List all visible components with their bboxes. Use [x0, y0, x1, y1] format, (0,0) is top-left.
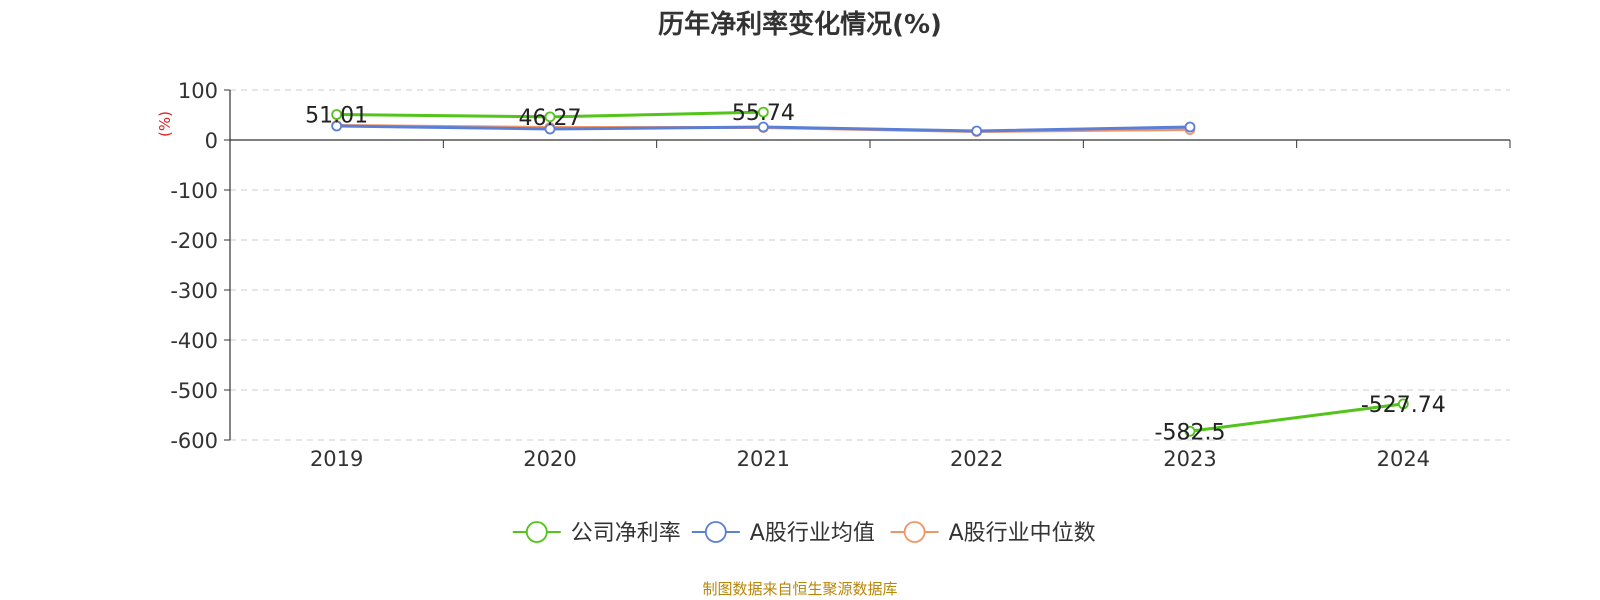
y-tick-label: 100	[178, 79, 218, 103]
series-line	[1189, 402, 1404, 433]
data-point	[331, 120, 343, 132]
y-tick-label: 0	[205, 129, 218, 153]
x-tick-label: 2022	[950, 447, 1003, 471]
data-point	[757, 121, 769, 133]
legend-label: A股行业中位数	[949, 521, 1096, 546]
data-point	[1397, 398, 1409, 410]
data-label: 46.27	[519, 106, 582, 131]
data-point	[1184, 425, 1196, 437]
data-point	[757, 106, 769, 118]
x-tick-label: 2020	[523, 447, 576, 471]
y-axis-label: (%)	[156, 111, 174, 137]
data-point	[1184, 121, 1196, 133]
legend-label: 公司净利率	[571, 521, 681, 546]
legend-circle-icon	[903, 521, 926, 543]
y-tick-label: -100	[170, 179, 218, 203]
series-lines	[331, 106, 1409, 437]
y-tick-label: -400	[170, 329, 218, 353]
data-point	[971, 125, 983, 137]
data-point	[544, 123, 556, 135]
axes: 100 0 -100 -200 -300 -400 -500 -600 2019 2020 2021…	[170, 79, 1511, 471]
x-tick-label: 2021	[737, 447, 790, 471]
y-tick-label: -300	[170, 279, 218, 303]
data-label: 55.74	[732, 101, 795, 126]
grid-lines	[230, 89, 1510, 441]
y-tick-label: -600	[170, 429, 218, 453]
legend-item[interactable]: A股行业中位数	[890, 521, 1096, 546]
x-tick-label: 2024	[1377, 447, 1430, 471]
legend-circle-icon	[704, 521, 727, 543]
data-labels: 51.01 46.27 55.74 -582.5 -527.74	[305, 101, 1446, 445]
legend-label: A股行业均值	[750, 521, 875, 546]
y-tick-label: -200	[170, 229, 218, 253]
legend-item[interactable]: 公司净利率	[512, 521, 681, 546]
data-label: 51.01	[305, 103, 368, 128]
x-tick-label: 2023	[1163, 447, 1216, 471]
x-tick-label: 2019	[310, 447, 363, 471]
data-point	[331, 109, 343, 120]
legend-circle-icon	[525, 521, 548, 543]
chart-title: 历年净利率变化情况(%)	[658, 10, 942, 40]
source-note: 制图数据来自恒生聚源数据库	[702, 580, 898, 598]
data-label: -582.5	[1155, 420, 1226, 445]
data-label: -527.74	[1361, 393, 1446, 418]
legend-item[interactable]: A股行业均值	[691, 521, 875, 546]
y-tick-label: -500	[170, 379, 218, 403]
data-point	[544, 111, 556, 123]
legend[interactable]: 公司净利率 A股行业均值 A股行业中位数	[512, 521, 1096, 546]
